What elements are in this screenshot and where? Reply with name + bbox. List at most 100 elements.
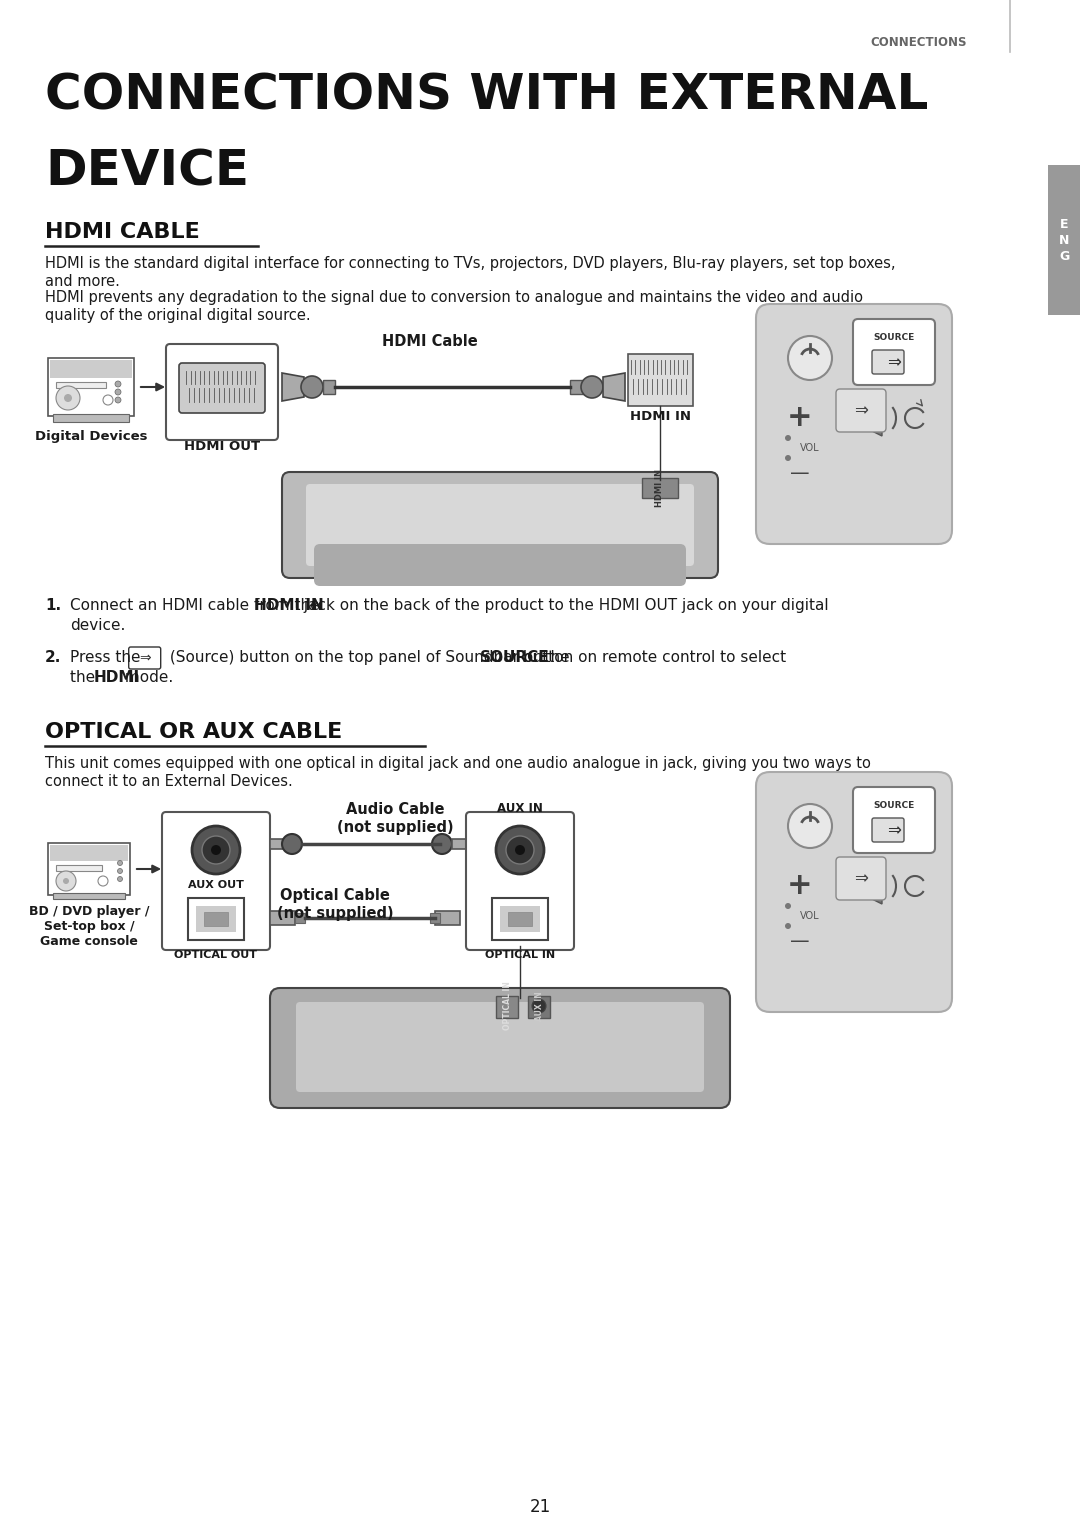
FancyBboxPatch shape [296, 1002, 704, 1092]
Polygon shape [870, 400, 882, 437]
FancyBboxPatch shape [853, 319, 935, 385]
Text: Set-top box /: Set-top box / [43, 921, 134, 933]
Text: 1.: 1. [45, 597, 62, 613]
FancyBboxPatch shape [282, 472, 718, 578]
Bar [496, 996, 518, 1017]
Circle shape [785, 455, 791, 461]
Text: the: the [70, 669, 100, 685]
Bar [53, 893, 125, 899]
Circle shape [301, 375, 323, 398]
Text: OPTICAL IN: OPTICAL IN [485, 950, 555, 961]
FancyBboxPatch shape [627, 354, 693, 406]
Circle shape [785, 902, 791, 908]
Bar [642, 478, 678, 498]
Circle shape [114, 381, 121, 388]
Bar [50, 846, 129, 861]
Text: connect it to an External Devices.: connect it to an External Devices. [45, 774, 293, 789]
Text: HDMI IN: HDMI IN [656, 469, 664, 507]
Bar [188, 898, 244, 941]
Bar [295, 913, 305, 922]
Text: (not supplied): (not supplied) [276, 905, 393, 921]
Text: mode.: mode. [120, 669, 173, 685]
Text: ⇒: ⇒ [887, 821, 901, 840]
Bar [204, 912, 228, 925]
Bar [492, 898, 548, 941]
Text: SOURCE: SOURCE [874, 801, 915, 810]
Text: CONNECTIONS: CONNECTIONS [870, 35, 967, 49]
Text: device.: device. [70, 617, 125, 633]
Text: VOL: VOL [800, 443, 820, 453]
Text: 2.: 2. [45, 650, 62, 665]
Bar [48, 843, 130, 895]
FancyBboxPatch shape [756, 303, 951, 544]
Text: ⇒: ⇒ [139, 651, 150, 665]
Text: BD / DVD player /: BD / DVD player / [29, 905, 149, 918]
Bar [270, 912, 295, 925]
Text: AUX OUT: AUX OUT [188, 879, 244, 890]
Circle shape [192, 826, 240, 873]
FancyBboxPatch shape [836, 856, 886, 899]
Polygon shape [282, 372, 303, 401]
Text: jack on the back of the product to the HDMI OUT jack on your digital: jack on the back of the product to the H… [299, 597, 828, 613]
Circle shape [507, 836, 534, 864]
Bar [323, 380, 335, 394]
Text: ⇒: ⇒ [887, 352, 901, 371]
Bar [270, 840, 288, 849]
Text: HDMI IN: HDMI IN [255, 597, 324, 613]
Text: This unit comes equipped with one optical in digital jack and one audio analogue: This unit comes equipped with one optica… [45, 755, 870, 771]
FancyBboxPatch shape [1048, 165, 1080, 316]
Text: DEVICE: DEVICE [45, 149, 249, 196]
Text: OPTICAL OUT: OPTICAL OUT [175, 950, 257, 961]
Text: HDMI: HDMI [94, 669, 140, 685]
Bar [430, 913, 440, 922]
Text: OPTICAL OR AUX CABLE: OPTICAL OR AUX CABLE [45, 722, 342, 741]
Bar [48, 358, 134, 417]
Circle shape [515, 846, 525, 855]
Text: SOURCE: SOURCE [480, 650, 550, 665]
Text: +: + [787, 403, 813, 432]
Circle shape [118, 876, 122, 881]
Text: Audio Cable: Audio Cable [346, 801, 444, 817]
FancyBboxPatch shape [129, 647, 161, 669]
Circle shape [785, 435, 791, 441]
Text: 21: 21 [529, 1498, 551, 1517]
Circle shape [432, 833, 453, 853]
Circle shape [202, 836, 230, 864]
Text: —: — [791, 464, 810, 483]
Circle shape [282, 833, 302, 853]
Text: (not supplied): (not supplied) [337, 820, 454, 835]
Text: AUX IN: AUX IN [497, 801, 543, 815]
FancyBboxPatch shape [179, 363, 265, 414]
FancyBboxPatch shape [465, 812, 573, 950]
FancyBboxPatch shape [306, 484, 694, 565]
Circle shape [103, 395, 113, 404]
Text: VOL: VOL [800, 912, 820, 921]
FancyBboxPatch shape [872, 349, 904, 374]
Bar [528, 996, 550, 1017]
Circle shape [118, 861, 122, 866]
FancyBboxPatch shape [162, 812, 270, 950]
FancyBboxPatch shape [836, 389, 886, 432]
Text: quality of the original digital source.: quality of the original digital source. [45, 308, 311, 323]
Text: HDMI OUT: HDMI OUT [184, 440, 260, 453]
Bar [53, 414, 129, 421]
Bar [50, 360, 132, 378]
Text: Connect an HDMI cable from the: Connect an HDMI cable from the [70, 597, 324, 613]
Circle shape [114, 397, 121, 403]
FancyBboxPatch shape [270, 988, 730, 1108]
Text: SOURCE: SOURCE [874, 332, 915, 342]
FancyBboxPatch shape [872, 818, 904, 843]
FancyBboxPatch shape [756, 772, 951, 1013]
Circle shape [788, 336, 832, 380]
Bar [570, 380, 584, 394]
Bar [195, 905, 237, 931]
Text: CONNECTIONS WITH EXTERNAL: CONNECTIONS WITH EXTERNAL [45, 72, 929, 119]
Circle shape [56, 872, 76, 892]
Bar [508, 912, 532, 925]
Bar [56, 381, 106, 388]
Text: Press the: Press the [70, 650, 140, 665]
Polygon shape [603, 372, 625, 401]
Text: ⇒: ⇒ [854, 401, 868, 418]
Text: ⇒: ⇒ [854, 869, 868, 887]
Circle shape [118, 869, 122, 873]
